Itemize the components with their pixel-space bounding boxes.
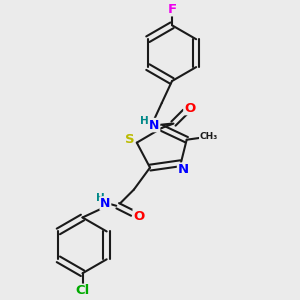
Text: Cl: Cl [75, 284, 90, 297]
Text: CH₃: CH₃ [200, 132, 218, 141]
Text: S: S [124, 133, 134, 146]
Text: N: N [100, 197, 111, 210]
Text: F: F [167, 3, 177, 16]
Text: O: O [184, 101, 195, 115]
Text: H: H [140, 116, 148, 126]
Text: H: H [96, 194, 104, 203]
Text: O: O [133, 209, 145, 223]
Text: N: N [178, 163, 189, 176]
Text: N: N [149, 118, 160, 132]
